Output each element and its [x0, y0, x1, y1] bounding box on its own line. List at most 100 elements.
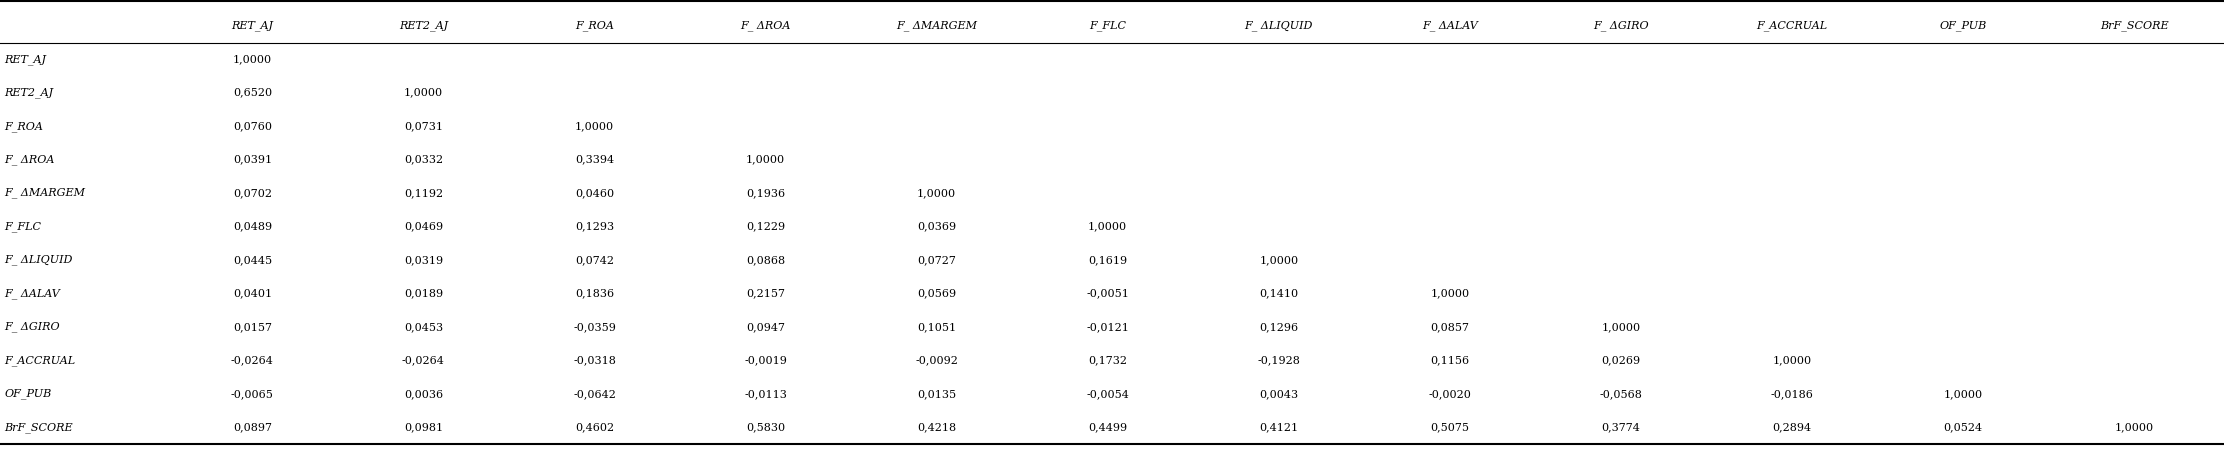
Text: 0,0702: 0,0702 [234, 188, 271, 198]
Text: 0,0897: 0,0897 [234, 422, 271, 432]
Text: 1,0000: 1,0000 [2115, 422, 2153, 432]
Text: -0,0264: -0,0264 [231, 355, 274, 365]
Text: F_ ΔROA: F_ ΔROA [741, 20, 792, 31]
Text: 0,0857: 0,0857 [1430, 322, 1470, 332]
Text: 0,3774: 0,3774 [1601, 422, 1641, 432]
Text: 1,0000: 1,0000 [1944, 389, 1982, 399]
Text: F_ ΔLIQUID: F_ ΔLIQUID [4, 255, 73, 265]
Text: -0,0318: -0,0318 [574, 355, 616, 365]
Text: 0,6520: 0,6520 [234, 88, 271, 98]
Text: 0,0727: 0,0727 [916, 255, 956, 265]
Text: 0,1192: 0,1192 [405, 188, 443, 198]
Text: -0,0186: -0,0186 [1770, 389, 1813, 399]
Text: RET_AJ: RET_AJ [4, 54, 47, 65]
Text: 0,0469: 0,0469 [405, 222, 443, 231]
Text: F_ ΔLIQUID: F_ ΔLIQUID [1245, 20, 1312, 31]
Text: F_ROA: F_ROA [4, 121, 42, 131]
Text: 0,0731: 0,0731 [405, 121, 443, 131]
Text: 0,1732: 0,1732 [1088, 355, 1128, 365]
Text: 0,0157: 0,0157 [234, 322, 271, 332]
Text: 0,4121: 0,4121 [1259, 422, 1299, 432]
Text: 1,0000: 1,0000 [1601, 322, 1641, 332]
Text: -0,0113: -0,0113 [745, 389, 787, 399]
Text: -0,0359: -0,0359 [574, 322, 616, 332]
Text: -0,0642: -0,0642 [574, 389, 616, 399]
Text: 1,0000: 1,0000 [1259, 255, 1299, 265]
Text: 0,1156: 0,1156 [1430, 355, 1470, 365]
Text: 0,1293: 0,1293 [574, 222, 614, 231]
Text: 0,4499: 0,4499 [1088, 422, 1128, 432]
Text: 0,0369: 0,0369 [916, 222, 956, 231]
Text: BrF_SCORE: BrF_SCORE [4, 422, 73, 433]
Text: 0,5830: 0,5830 [745, 422, 785, 432]
Text: 1,0000: 1,0000 [574, 121, 614, 131]
Text: 0,0947: 0,0947 [745, 322, 785, 332]
Text: 0,1051: 0,1051 [916, 322, 956, 332]
Text: 0,0401: 0,0401 [234, 289, 271, 299]
Text: 1,0000: 1,0000 [405, 88, 443, 98]
Text: 0,0489: 0,0489 [234, 222, 271, 231]
Text: F_ ΔALAV: F_ ΔALAV [1421, 20, 1477, 31]
Text: 0,2157: 0,2157 [745, 289, 785, 299]
Text: 1,0000: 1,0000 [745, 154, 785, 164]
Text: 0,0524: 0,0524 [1944, 422, 1982, 432]
Text: 0,0981: 0,0981 [405, 422, 443, 432]
Text: 1,0000: 1,0000 [1430, 289, 1470, 299]
Text: 1,0000: 1,0000 [234, 54, 271, 64]
Text: 0,0391: 0,0391 [234, 154, 271, 164]
Text: -0,0092: -0,0092 [914, 355, 959, 365]
Text: F_ACCRUAL: F_ACCRUAL [1757, 20, 1828, 31]
Text: -0,1928: -0,1928 [1257, 355, 1301, 365]
Text: 0,1229: 0,1229 [745, 222, 785, 231]
Text: 0,0043: 0,0043 [1259, 389, 1299, 399]
Text: 0,1410: 0,1410 [1259, 289, 1299, 299]
Text: 0,1936: 0,1936 [745, 188, 785, 198]
Text: BrF_SCORE: BrF_SCORE [2099, 20, 2168, 31]
Text: -0,0020: -0,0020 [1428, 389, 1472, 399]
Text: 0,0760: 0,0760 [234, 121, 271, 131]
Text: F_ROA: F_ROA [576, 20, 614, 31]
Text: 1,0000: 1,0000 [1088, 222, 1128, 231]
Text: -0,0019: -0,0019 [745, 355, 787, 365]
Text: 0,0742: 0,0742 [576, 255, 614, 265]
Text: -0,0264: -0,0264 [403, 355, 445, 365]
Text: 0,0453: 0,0453 [405, 322, 443, 332]
Text: 0,0036: 0,0036 [405, 389, 443, 399]
Text: 0,1836: 0,1836 [574, 289, 614, 299]
Text: F_ ΔMARGEM: F_ ΔMARGEM [896, 20, 976, 31]
Text: RET2_AJ: RET2_AJ [398, 20, 447, 31]
Text: 0,3394: 0,3394 [574, 154, 614, 164]
Text: 0,0445: 0,0445 [234, 255, 271, 265]
Text: 0,0868: 0,0868 [745, 255, 785, 265]
Text: 0,0332: 0,0332 [405, 154, 443, 164]
Text: 0,0135: 0,0135 [916, 389, 956, 399]
Text: 0,2894: 0,2894 [1773, 422, 1813, 432]
Text: 0,5075: 0,5075 [1430, 422, 1470, 432]
Text: OF_PUB: OF_PUB [4, 388, 51, 399]
Text: 0,1296: 0,1296 [1259, 322, 1299, 332]
Text: F_ ΔGIRO: F_ ΔGIRO [4, 322, 60, 332]
Text: 0,0569: 0,0569 [916, 289, 956, 299]
Text: 0,0460: 0,0460 [574, 188, 614, 198]
Text: F_FLC: F_FLC [1090, 20, 1125, 31]
Text: F_ ΔMARGEM: F_ ΔMARGEM [4, 188, 85, 198]
Text: 1,0000: 1,0000 [1773, 355, 1813, 365]
Text: -0,0568: -0,0568 [1599, 389, 1641, 399]
Text: F_ACCRUAL: F_ACCRUAL [4, 355, 76, 366]
Text: F_FLC: F_FLC [4, 221, 42, 232]
Text: -0,0054: -0,0054 [1085, 389, 1130, 399]
Text: 0,0189: 0,0189 [405, 289, 443, 299]
Text: -0,0121: -0,0121 [1085, 322, 1130, 332]
Text: F_ ΔALAV: F_ ΔALAV [4, 288, 60, 299]
Text: 0,1619: 0,1619 [1088, 255, 1128, 265]
Text: -0,0051: -0,0051 [1085, 289, 1130, 299]
Text: OF_PUB: OF_PUB [1939, 20, 1986, 31]
Text: 0,4602: 0,4602 [574, 422, 614, 432]
Text: F_ ΔROA: F_ ΔROA [4, 154, 56, 165]
Text: RET2_AJ: RET2_AJ [4, 87, 53, 98]
Text: RET_AJ: RET_AJ [231, 20, 274, 31]
Text: 1,0000: 1,0000 [916, 188, 956, 198]
Text: F_ ΔGIRO: F_ ΔGIRO [1592, 20, 1648, 31]
Text: 0,4218: 0,4218 [916, 422, 956, 432]
Text: 0,0319: 0,0319 [405, 255, 443, 265]
